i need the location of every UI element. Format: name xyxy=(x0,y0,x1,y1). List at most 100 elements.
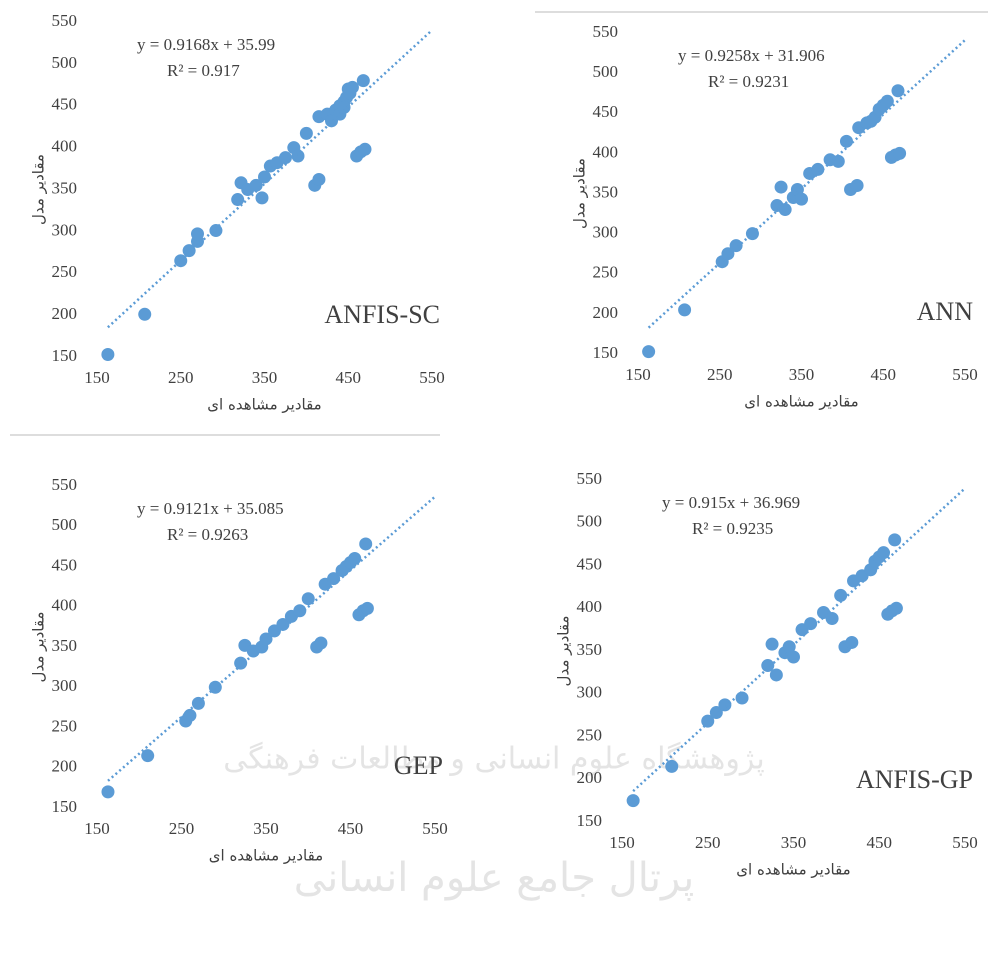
point xyxy=(359,537,372,550)
x-tick-label: 150 xyxy=(609,833,635,852)
trendline xyxy=(108,497,435,781)
point xyxy=(642,345,655,358)
y-axis-label: مقادیر مدل xyxy=(30,154,48,225)
y-axis-label: مقادیر مدل xyxy=(571,158,589,229)
x-axis-label: مقادیر مشاهده ای xyxy=(736,861,850,879)
point xyxy=(888,533,901,546)
point xyxy=(292,150,305,163)
watermark: پرتال جامع علوم انسانی xyxy=(294,855,695,901)
y-tick-label: 150 xyxy=(577,811,603,830)
point xyxy=(840,135,853,148)
point xyxy=(787,650,800,663)
y-tick-label: 500 xyxy=(577,512,603,531)
y-tick-label: 450 xyxy=(52,95,78,114)
point xyxy=(348,552,361,565)
y-tick-label: 300 xyxy=(52,676,78,695)
point xyxy=(736,692,749,705)
point xyxy=(138,308,151,321)
y-tick-label: 250 xyxy=(577,725,603,744)
x-tick-label: 250 xyxy=(168,368,194,387)
x-tick-label: 450 xyxy=(336,368,362,387)
y-tick-label: 400 xyxy=(52,137,78,156)
y-tick-label: 200 xyxy=(593,303,619,322)
y-tick-label: 250 xyxy=(593,263,619,282)
x-tick-label: 350 xyxy=(253,819,279,838)
y-tick-label: 350 xyxy=(52,636,78,655)
model-name: ANN xyxy=(917,297,974,326)
point xyxy=(891,84,904,97)
point xyxy=(834,589,847,602)
y-tick-label: 350 xyxy=(593,182,619,201)
x-tick-label: 350 xyxy=(252,368,278,387)
y-tick-label: 250 xyxy=(52,262,78,281)
equation: y = 0.915x + 36.969 xyxy=(662,493,800,512)
point xyxy=(191,227,204,240)
y-tick-label: 400 xyxy=(52,596,78,615)
point xyxy=(359,143,372,156)
x-tick-label: 550 xyxy=(952,833,978,852)
y-tick-label: 500 xyxy=(593,62,619,81)
x-tick-label: 350 xyxy=(789,365,815,384)
x-tick-label: 250 xyxy=(707,365,733,384)
x-tick-label: 150 xyxy=(84,819,110,838)
point xyxy=(893,147,906,160)
y-tick-label: 450 xyxy=(593,102,619,121)
point xyxy=(770,668,783,681)
x-tick-label: 450 xyxy=(867,833,893,852)
y-tick-label: 350 xyxy=(577,640,603,659)
x-tick-label: 250 xyxy=(169,819,195,838)
point xyxy=(312,173,325,186)
point xyxy=(255,191,268,204)
model-name: ANFIS-GP xyxy=(856,765,973,794)
y-tick-label: 200 xyxy=(52,757,78,776)
x-tick-label: 550 xyxy=(422,819,448,838)
x-tick-label: 350 xyxy=(781,833,807,852)
point xyxy=(826,612,839,625)
y-tick-label: 250 xyxy=(52,716,78,735)
y-tick-label: 150 xyxy=(593,343,619,362)
y-tick-label: 500 xyxy=(52,53,78,72)
x-tick-label: 550 xyxy=(952,365,978,384)
watermark: پژوهشگاه علوم انسانی و مطالعات فرهنگی xyxy=(223,742,765,777)
y-tick-label: 500 xyxy=(52,515,78,534)
model-name: GEP xyxy=(394,751,443,780)
point xyxy=(231,193,244,206)
y-tick-label: 550 xyxy=(52,475,78,494)
x-tick-label: 450 xyxy=(338,819,364,838)
y-tick-label: 550 xyxy=(577,469,603,488)
r-squared: R² = 0.9263 xyxy=(167,525,248,544)
point xyxy=(881,95,894,108)
point xyxy=(300,127,313,140)
y-tick-label: 300 xyxy=(577,683,603,702)
y-tick-label: 200 xyxy=(52,304,78,323)
y-tick-label: 400 xyxy=(593,142,619,161)
y-tick-label: 550 xyxy=(52,11,78,30)
point xyxy=(314,636,327,649)
y-tick-label: 150 xyxy=(52,797,78,816)
point xyxy=(678,303,691,316)
y-tick-label: 350 xyxy=(52,178,78,197)
y-tick-label: 300 xyxy=(593,223,619,242)
r-squared: R² = 0.9231 xyxy=(708,72,789,91)
point xyxy=(779,203,792,216)
point xyxy=(845,636,858,649)
equation: y = 0.9121x + 35.085 xyxy=(137,499,284,518)
y-tick-label: 200 xyxy=(577,768,603,787)
point xyxy=(279,151,292,164)
y-axis-label: مقادیر مدل xyxy=(30,612,48,683)
point xyxy=(718,698,731,711)
point xyxy=(346,81,359,94)
point xyxy=(851,179,864,192)
x-tick-label: 250 xyxy=(695,833,721,852)
point xyxy=(775,181,788,194)
x-tick-label: 150 xyxy=(625,365,651,384)
y-tick-label: 550 xyxy=(593,22,619,41)
point xyxy=(183,709,196,722)
point xyxy=(665,760,678,773)
figure: پژوهشگاه علوم انسانی و مطالعات فرهنگی پر… xyxy=(0,0,988,971)
point xyxy=(101,348,114,361)
equation: y = 0.9258x + 31.906 xyxy=(678,46,825,65)
equation: y = 0.9168x + 35.99 xyxy=(137,35,275,54)
point xyxy=(766,638,779,651)
y-tick-label: 300 xyxy=(52,220,78,239)
